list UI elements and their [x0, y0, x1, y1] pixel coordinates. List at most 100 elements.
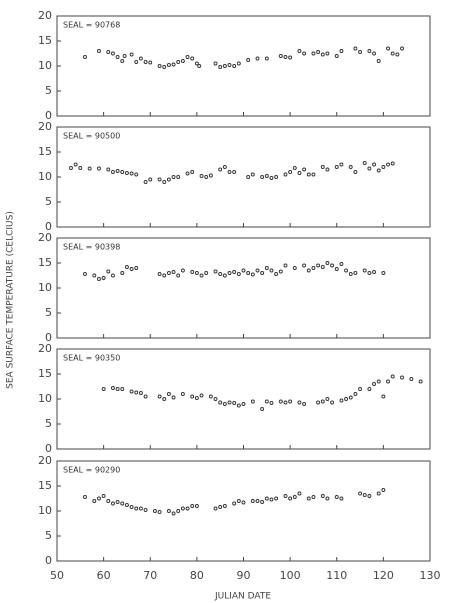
point [358, 387, 363, 391]
point [260, 271, 265, 275]
point [222, 165, 227, 169]
point [92, 499, 97, 503]
y-tick-label: 10 [38, 281, 52, 294]
x-axis-label: JULIAN DATE [214, 592, 271, 602]
point [83, 55, 87, 59]
point [143, 180, 148, 184]
point [232, 64, 237, 68]
point [264, 496, 269, 501]
point [129, 171, 134, 176]
point [176, 509, 181, 513]
point [134, 390, 139, 395]
point [83, 495, 87, 499]
point [194, 271, 199, 275]
point [255, 268, 260, 273]
point [339, 398, 344, 403]
point [381, 488, 386, 492]
y-tick-label: 5 [45, 529, 52, 542]
point [320, 399, 325, 404]
point [260, 407, 265, 411]
point [297, 400, 302, 405]
point [348, 272, 353, 276]
point [83, 272, 87, 276]
point [134, 60, 139, 64]
point [367, 49, 372, 53]
point [213, 61, 218, 66]
point [278, 269, 283, 274]
point [306, 496, 311, 501]
x-tick-label: 50 [50, 569, 64, 582]
point [110, 501, 115, 506]
point [194, 504, 199, 508]
point [348, 395, 353, 400]
point [344, 268, 349, 273]
y-tick-label: 0 [45, 220, 52, 233]
point [115, 387, 120, 391]
point [316, 50, 321, 54]
point [250, 172, 255, 177]
point [138, 506, 143, 511]
point [386, 379, 390, 384]
point [176, 175, 181, 179]
point [302, 263, 307, 268]
point [250, 272, 255, 277]
point [148, 60, 153, 65]
seal-annotation: SEAL = 90768 [63, 21, 120, 30]
point [213, 506, 218, 511]
point [344, 397, 349, 401]
y-tick-label: 5 [45, 195, 52, 208]
y-tick-label: 0 [45, 554, 52, 567]
point [106, 167, 111, 172]
point [311, 172, 316, 177]
y-tick-label: 15 [38, 34, 52, 47]
point [232, 501, 237, 506]
x-tick-label: 110 [326, 569, 347, 582]
point [73, 162, 78, 167]
point [353, 271, 358, 275]
point [292, 266, 297, 270]
point [330, 400, 335, 405]
point [418, 379, 423, 384]
point [334, 54, 339, 58]
point [334, 495, 339, 499]
point [157, 272, 162, 276]
point [236, 61, 241, 66]
point [194, 61, 199, 66]
point [325, 167, 330, 172]
point [120, 271, 125, 275]
point [227, 170, 232, 174]
point [306, 172, 311, 177]
point [260, 500, 265, 504]
point [320, 265, 325, 269]
point [185, 506, 190, 511]
point [222, 273, 227, 278]
point [199, 273, 204, 278]
point [78, 166, 83, 170]
point [353, 46, 358, 51]
point [264, 174, 269, 178]
point [124, 171, 129, 175]
y-tick-label: 5 [45, 306, 52, 319]
point [306, 268, 311, 273]
point [381, 271, 386, 275]
seal-annotation: SEAL = 90500 [63, 132, 120, 141]
point [110, 273, 115, 278]
point [376, 491, 381, 496]
point [297, 491, 302, 496]
point [110, 51, 115, 56]
point [222, 64, 227, 68]
point [246, 175, 251, 179]
seal-annotation: SEAL = 90290 [63, 466, 120, 475]
point [115, 169, 120, 173]
point [138, 56, 143, 61]
point [288, 170, 293, 174]
y-tick-label: 20 [38, 231, 52, 244]
y-tick-label: 0 [45, 442, 52, 455]
point [372, 162, 376, 167]
point [339, 496, 344, 501]
point [320, 52, 325, 57]
point [269, 268, 274, 273]
point [339, 49, 344, 53]
point [222, 504, 227, 508]
point [97, 49, 101, 53]
